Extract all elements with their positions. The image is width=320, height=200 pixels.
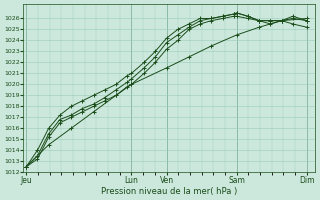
X-axis label: Pression niveau de la mer( hPa ): Pression niveau de la mer( hPa ): [101, 187, 237, 196]
